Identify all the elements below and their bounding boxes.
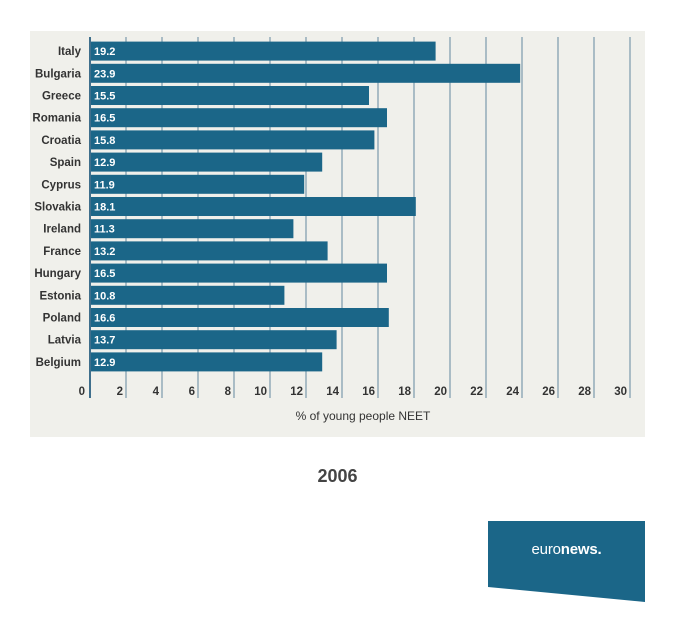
logo-background	[488, 521, 645, 602]
value-label: 10.8	[94, 290, 115, 302]
chart-panel: 0 2 4 6 8 10 12 14 16 18 20 22 24 26 28 30 Italy 19.2 Bulg…	[30, 31, 645, 437]
category-label: Spain	[50, 157, 81, 169]
x-tick-label: 16	[362, 386, 375, 398]
x-tick-label: 20	[434, 386, 447, 398]
bars	[91, 41, 521, 372]
value-label: 13.7	[94, 335, 115, 347]
value-label: 16.5	[94, 268, 115, 280]
value-label: 15.8	[94, 135, 115, 147]
bar	[91, 174, 305, 194]
bar	[91, 152, 323, 172]
category-label: Romania	[32, 113, 81, 125]
value-label: 11.9	[94, 179, 115, 191]
x-tick-label: 22	[470, 386, 483, 398]
category-label: Cyprus	[41, 179, 81, 191]
bar	[91, 219, 294, 239]
category-label: France	[43, 246, 81, 258]
bar	[91, 108, 387, 128]
category-label: Latvia	[48, 335, 82, 347]
category-label: Bulgaria	[35, 68, 82, 80]
logo-text-light: euro	[531, 541, 561, 558]
x-tick-label: 28	[578, 386, 591, 398]
x-tick-label: 12	[290, 386, 303, 398]
x-tick-label: 8	[225, 386, 232, 398]
value-label: 15.5	[94, 91, 115, 103]
category-label: Hungary	[34, 268, 81, 280]
bar	[91, 285, 285, 305]
x-tick-label: 26	[542, 386, 555, 398]
value-label: 13.2	[94, 246, 115, 258]
x-tick-label: 4	[153, 386, 160, 398]
value-label: 12.9	[94, 157, 115, 169]
value-label: 11.3	[94, 224, 115, 236]
x-tick-label: 18	[398, 386, 411, 398]
bar	[91, 352, 323, 372]
bar	[91, 41, 436, 61]
value-label: 18.1	[94, 202, 115, 214]
category-label: Estonia	[39, 290, 81, 302]
bar	[91, 263, 387, 283]
x-tick-label: 30	[614, 386, 627, 398]
x-tick-label: 24	[506, 386, 519, 398]
category-label: Belgium	[36, 357, 81, 369]
bar	[91, 63, 521, 83]
category-label: Ireland	[43, 224, 81, 236]
bar	[91, 308, 389, 327]
category-label: Slovakia	[34, 202, 81, 214]
bar	[91, 130, 375, 150]
logo-text: euronews.	[488, 541, 645, 558]
category-label: Poland	[43, 313, 81, 325]
x-tick-label: 10	[254, 386, 267, 398]
logo-dot: .	[597, 541, 602, 558]
value-label: 23.9	[94, 68, 115, 80]
bar	[91, 197, 416, 216]
year-caption: 2006	[317, 466, 358, 486]
bar	[91, 86, 369, 105]
bar	[91, 241, 328, 261]
bar	[91, 330, 337, 350]
x-tick-label: 6	[189, 386, 195, 398]
euronews-logo: euronews.	[488, 521, 645, 602]
value-label: 19.2	[94, 46, 115, 58]
x-tick-label: 14	[326, 386, 339, 398]
x-axis-title: % of young people NEET	[296, 409, 431, 423]
logo-text-bold: news	[560, 541, 598, 558]
x-tick-label: 2	[117, 386, 123, 398]
category-label: Italy	[58, 46, 82, 58]
value-label: 16.6	[94, 313, 115, 325]
category-label: Greece	[42, 91, 81, 103]
value-label: 12.9	[94, 357, 115, 369]
category-label: Croatia	[41, 135, 81, 147]
x-tick-label: 0	[79, 386, 85, 398]
value-label: 16.5	[94, 113, 115, 125]
